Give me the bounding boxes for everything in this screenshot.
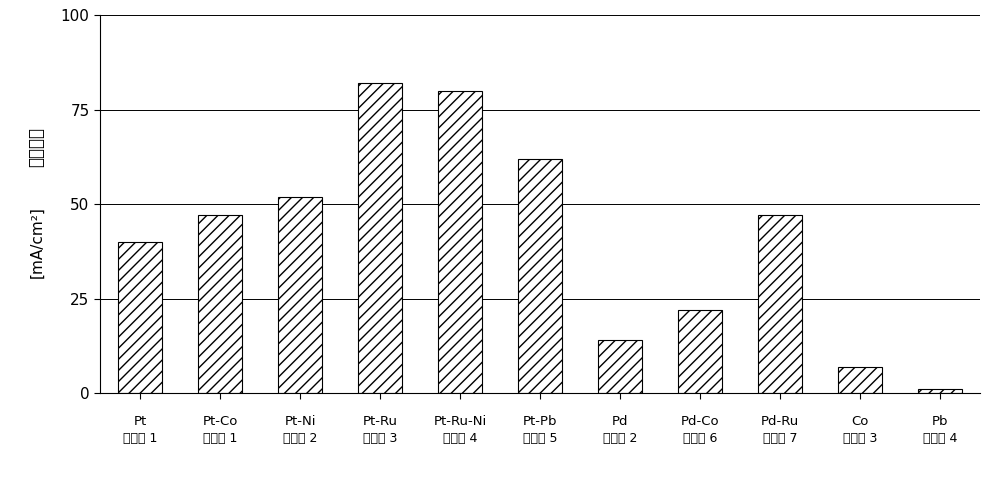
Bar <box>918 390 962 393</box>
Text: 比较例 3: 比较例 3 <box>843 432 877 445</box>
Text: 实施例 1: 实施例 1 <box>203 432 237 445</box>
Bar <box>518 159 562 393</box>
Text: 比较例 4: 比较例 4 <box>923 432 957 445</box>
Text: 实施例 3: 实施例 3 <box>363 432 397 445</box>
Text: Pt-Ru: Pt-Ru <box>362 415 398 428</box>
Bar <box>758 216 802 393</box>
Bar <box>118 242 162 393</box>
Text: Pd: Pd <box>612 415 628 428</box>
Text: Pd-Co: Pd-Co <box>681 415 719 428</box>
Text: Pd-Ru: Pd-Ru <box>761 415 799 428</box>
Bar <box>358 83 402 393</box>
Bar <box>838 367 882 393</box>
Bar <box>278 197 322 393</box>
Text: 比较例 2: 比较例 2 <box>603 432 637 445</box>
Text: Pb: Pb <box>932 415 948 428</box>
Text: Pt-Ru-Ni: Pt-Ru-Ni <box>433 415 487 428</box>
Bar <box>678 310 722 393</box>
Text: 实施例 4: 实施例 4 <box>443 432 477 445</box>
Text: 比较例 1: 比较例 1 <box>123 432 157 445</box>
Text: 電流密度: 電流密度 <box>28 128 46 167</box>
Text: [mA/cm²]: [mA/cm²] <box>29 206 44 278</box>
Text: Pt-Ni: Pt-Ni <box>284 415 316 428</box>
Bar <box>198 216 242 393</box>
Text: 实施例 7: 实施例 7 <box>763 432 797 445</box>
Text: Pt: Pt <box>133 415 147 428</box>
Text: 实施例 5: 实施例 5 <box>523 432 557 445</box>
Text: Pt-Pb: Pt-Pb <box>523 415 557 428</box>
Text: 实施例 2: 实施例 2 <box>283 432 317 445</box>
Text: Pt-Co: Pt-Co <box>202 415 238 428</box>
Bar <box>438 91 482 393</box>
Bar <box>598 340 642 393</box>
Text: 实施例 6: 实施例 6 <box>683 432 717 445</box>
Text: Co: Co <box>851 415 869 428</box>
